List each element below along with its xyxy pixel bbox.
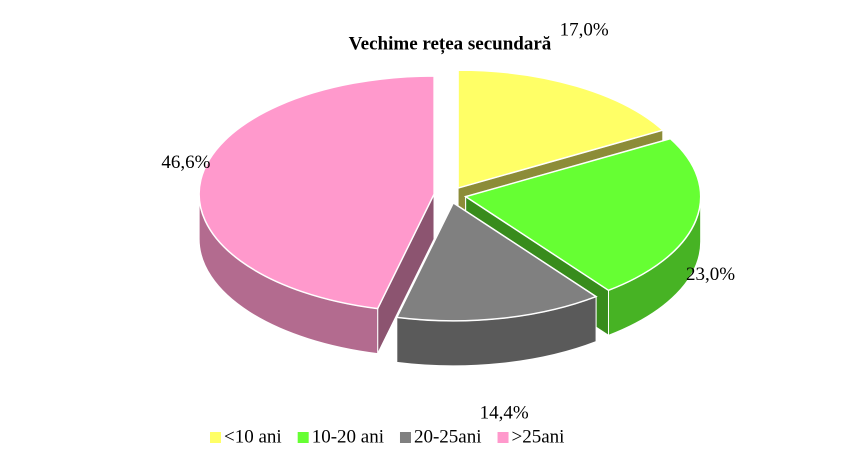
slice	[198, 75, 435, 310]
legend-swatch	[399, 432, 411, 443]
data-label: 23,0%	[686, 264, 735, 285]
data-label: 17,0%	[560, 20, 609, 41]
data-label: 46,6%	[161, 152, 210, 173]
legend-label: 10-20 ani	[312, 426, 384, 447]
data-label: 14,4%	[480, 403, 529, 424]
legend-swatch	[497, 432, 509, 443]
legend-label: >25ani	[512, 426, 565, 447]
slice	[463, 137, 702, 292]
slice	[395, 201, 598, 322]
legend-swatch	[210, 432, 221, 443]
slice	[457, 69, 665, 190]
legend-swatch	[297, 432, 309, 443]
legend-label: <10 ani	[224, 426, 282, 447]
chart-title: Vechime rețea secundară	[349, 33, 552, 54]
legend-label: 20-25ani	[414, 426, 482, 447]
